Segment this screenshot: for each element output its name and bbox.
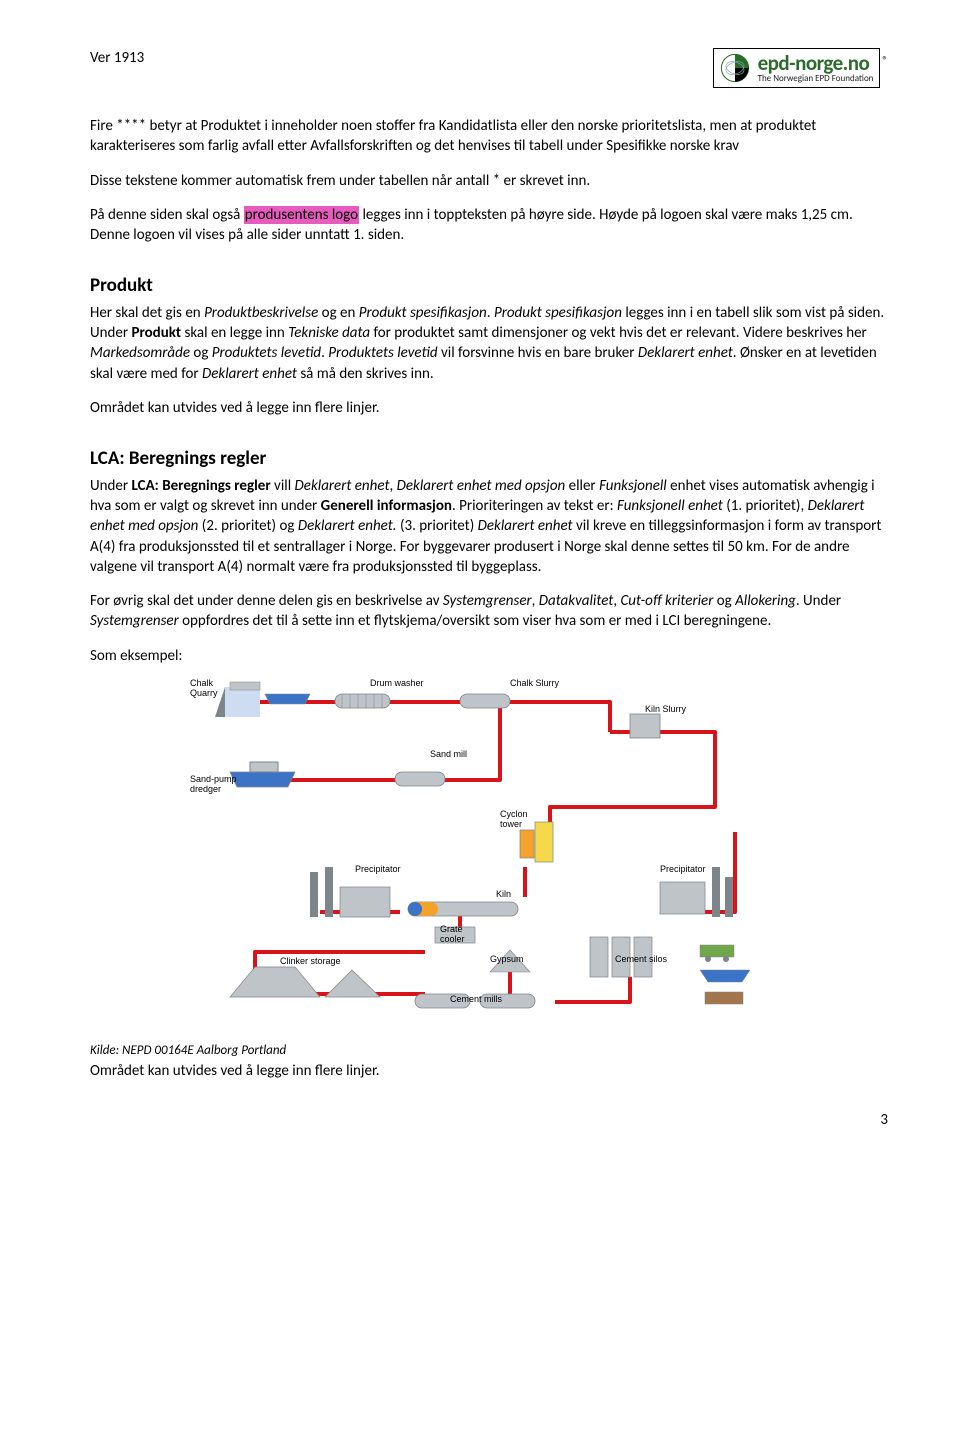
paragraph-produkt-2: Området kan utvides ved å legge inn fler… xyxy=(90,398,888,418)
text-fragment: (1. prioritet), xyxy=(723,497,808,515)
text-fragment: Deklarert enhet xyxy=(478,517,573,535)
text-fragment: , xyxy=(389,477,396,495)
text-fragment: skal en legge inn xyxy=(181,324,288,342)
highlight-logo-text: produsentens logo xyxy=(244,206,359,224)
text-fragment: For øvrig skal det under denne delen gis… xyxy=(90,592,443,610)
text-fragment: Deklarert enhet. xyxy=(298,517,397,535)
text-fragment: Markedsområde xyxy=(90,344,190,362)
flow-diagram-svg: ChalkQuarryDrum washerChalk SlurryKiln S… xyxy=(160,672,780,1032)
paragraph-produkt-1: Her skal det gis en Produktbeskrivelse o… xyxy=(90,303,888,384)
text-fragment: Funksjonell xyxy=(599,477,667,495)
svg-text:Gratecooler: Gratecooler xyxy=(440,924,465,944)
paragraph-intro-3: På denne siden skal også produsentens lo… xyxy=(90,205,888,246)
page-header: Ver 1913 epd-norge.no The Norwegian EPD … xyxy=(90,48,888,88)
text-fragment: Produkt spesifikasjon xyxy=(494,304,622,322)
text-fragment: vill xyxy=(271,477,295,495)
text-fragment: Deklarert enhet xyxy=(295,477,390,495)
svg-text:Clinker storage: Clinker storage xyxy=(280,956,341,966)
epd-logo: epd-norge.no The Norwegian EPD Foundatio… xyxy=(713,48,881,88)
epd-logo-mark-icon xyxy=(718,51,752,85)
text-fragment: Produkt xyxy=(131,324,181,342)
paragraph-intro-1: Fire **** betyr at Produktet i inneholde… xyxy=(90,116,888,157)
version-label: Ver 1913 xyxy=(90,48,144,68)
text-fragment: og xyxy=(190,344,212,362)
heading-lca: LCA: Beregnings regler xyxy=(90,446,888,472)
svg-text:Gypsum: Gypsum xyxy=(490,954,524,964)
text-fragment: Deklarert enhet med opsjon xyxy=(397,477,566,495)
text-fragment: (3. prioritet) xyxy=(397,517,478,535)
svg-text:Kiln: Kiln xyxy=(496,889,511,899)
paragraph-lca-2: For øvrig skal det under denne delen gis… xyxy=(90,591,888,632)
text-fragment: . Under xyxy=(796,592,841,610)
text-fragment: for produktet samt dimensjoner og vekt h… xyxy=(370,324,867,342)
text-fragment: Funksjonell enhet xyxy=(617,497,723,515)
text-fragment: (2. prioritet) og xyxy=(198,517,297,535)
text-fragment: og xyxy=(713,592,735,610)
registered-mark-icon: ® xyxy=(882,54,888,69)
logo-brand: epd-norge.no xyxy=(758,52,874,74)
svg-text:Precipitator: Precipitator xyxy=(355,864,401,874)
flow-diagram: ChalkQuarryDrum washerChalk SlurryKiln S… xyxy=(160,672,780,1032)
logo-subtitle: The Norwegian EPD Foundation xyxy=(758,74,874,83)
heading-produkt: Produkt xyxy=(90,273,888,299)
text-fragment: Datakvalitet xyxy=(539,592,614,610)
text-fragment: vil forsvinne hvis en bare bruker xyxy=(438,344,638,362)
text-fragment: så må den skrives inn. xyxy=(297,365,434,383)
text-fragment: LCA: Beregnings regler xyxy=(131,477,270,495)
text-fragment: Produktets levetid xyxy=(212,344,321,362)
text-fragment: Produkt spesifikasjon xyxy=(359,304,487,322)
epd-logo-text: epd-norge.no The Norwegian EPD Foundatio… xyxy=(758,52,874,83)
text-fragment: Deklarert enhet xyxy=(202,365,297,383)
text-fragment: . Prioriteringen av tekst er: xyxy=(452,497,617,515)
svg-text:Cement mills: Cement mills xyxy=(450,994,503,1004)
text-fragment: , xyxy=(532,592,539,610)
text-fragment: Tekniske data xyxy=(288,324,370,342)
svg-text:Precipitator: Precipitator xyxy=(660,864,706,874)
text-fragment: På denne siden skal også xyxy=(90,206,244,224)
paragraph-lca-1: Under LCA: Beregnings regler vill Deklar… xyxy=(90,476,888,577)
text-fragment: eller xyxy=(565,477,599,495)
text-fragment: Systemgrenser xyxy=(443,592,532,610)
text-fragment: Her skal det gis en xyxy=(90,304,204,322)
svg-text:Chalk Slurry: Chalk Slurry xyxy=(510,678,560,688)
text-fragment: Allokering xyxy=(735,592,796,610)
text-fragment: Deklarert enhet xyxy=(638,344,733,362)
svg-text:Kiln Slurry: Kiln Slurry xyxy=(645,704,687,714)
text-fragment: Produktbeskrivelse xyxy=(204,304,318,322)
paragraph-intro-2: Disse tekstene kommer automatisk frem un… xyxy=(90,171,888,191)
text-fragment: Generell informasjon xyxy=(321,497,452,515)
text-fragment: . xyxy=(487,304,494,322)
text-fragment: Produktets levetid xyxy=(328,344,437,362)
paragraph-lca-3: Som eksempel: xyxy=(90,646,888,666)
paragraph-closing: Området kan utvides ved å legge inn fler… xyxy=(90,1061,888,1081)
svg-text:Drum washer: Drum washer xyxy=(370,678,424,688)
text-fragment: Systemgrenser xyxy=(90,612,179,630)
text-fragment: og en xyxy=(318,304,359,322)
text-fragment: Cut-off kriterier xyxy=(620,592,713,610)
page-number: 3 xyxy=(90,1110,888,1130)
text-fragment: Under xyxy=(90,477,131,495)
svg-text:Cement silos: Cement silos xyxy=(615,954,668,964)
source-citation: Kilde: NEPD 00164E Aalborg Portland xyxy=(90,1042,888,1060)
text-fragment: oppfordres det til å sette inn et flytsk… xyxy=(179,612,772,630)
logo-container: epd-norge.no The Norwegian EPD Foundatio… xyxy=(713,48,888,88)
svg-text:Sand mill: Sand mill xyxy=(430,749,467,759)
